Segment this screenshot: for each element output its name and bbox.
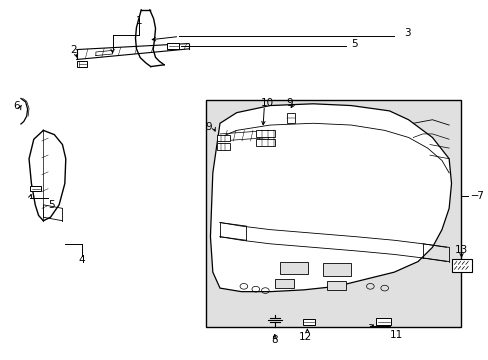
Text: 9: 9 — [286, 98, 292, 108]
Bar — [327, 281, 346, 290]
Text: 4: 4 — [78, 255, 85, 265]
Text: 13: 13 — [454, 245, 467, 255]
Text: 5: 5 — [48, 200, 55, 210]
Bar — [216, 144, 229, 150]
Bar — [30, 186, 41, 192]
Text: 8: 8 — [271, 335, 278, 345]
Text: 10: 10 — [261, 98, 274, 108]
Text: 2: 2 — [70, 45, 77, 55]
Bar — [450, 259, 470, 272]
Polygon shape — [210, 104, 450, 292]
Bar — [167, 43, 179, 49]
Bar — [255, 139, 274, 146]
Bar — [274, 279, 293, 288]
Bar — [279, 261, 307, 274]
Text: 12: 12 — [299, 332, 312, 342]
Bar — [322, 263, 350, 276]
Text: 11: 11 — [388, 330, 402, 340]
Bar — [255, 130, 274, 138]
Bar — [77, 61, 87, 67]
Text: 1: 1 — [135, 16, 142, 26]
Bar — [375, 318, 390, 325]
Bar — [286, 113, 295, 123]
Text: 6: 6 — [13, 100, 20, 111]
Bar — [205, 100, 460, 327]
Bar — [302, 319, 314, 325]
Bar — [216, 135, 229, 141]
Text: ─7: ─7 — [470, 191, 484, 201]
Text: 9: 9 — [205, 122, 211, 132]
Text: 5: 5 — [350, 39, 357, 49]
Text: 3: 3 — [403, 28, 409, 38]
